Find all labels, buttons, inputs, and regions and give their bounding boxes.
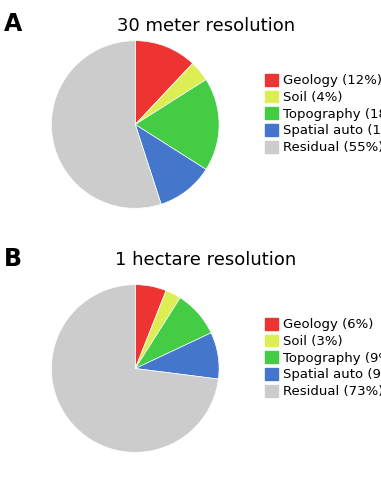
Legend: Geology (6%), Soil (3%), Topography (9%), Spatial auto (9%), Residual (73%): Geology (6%), Soil (3%), Topography (9%)… (263, 317, 381, 399)
Text: B: B (4, 247, 22, 270)
Wedge shape (135, 333, 219, 379)
Wedge shape (135, 41, 193, 124)
Text: 1 hectare resolution: 1 hectare resolution (115, 251, 296, 269)
Wedge shape (135, 124, 206, 204)
Legend: Geology (12%), Soil (4%), Topography (18%), Spatial auto (11%), Residual (55%): Geology (12%), Soil (4%), Topography (18… (263, 73, 381, 155)
Wedge shape (51, 285, 218, 452)
Wedge shape (135, 63, 206, 124)
Wedge shape (51, 41, 161, 208)
Text: 30 meter resolution: 30 meter resolution (117, 17, 295, 35)
Wedge shape (135, 80, 219, 169)
Text: A: A (4, 12, 22, 36)
Wedge shape (135, 291, 180, 369)
Wedge shape (135, 298, 211, 369)
Wedge shape (135, 285, 166, 369)
